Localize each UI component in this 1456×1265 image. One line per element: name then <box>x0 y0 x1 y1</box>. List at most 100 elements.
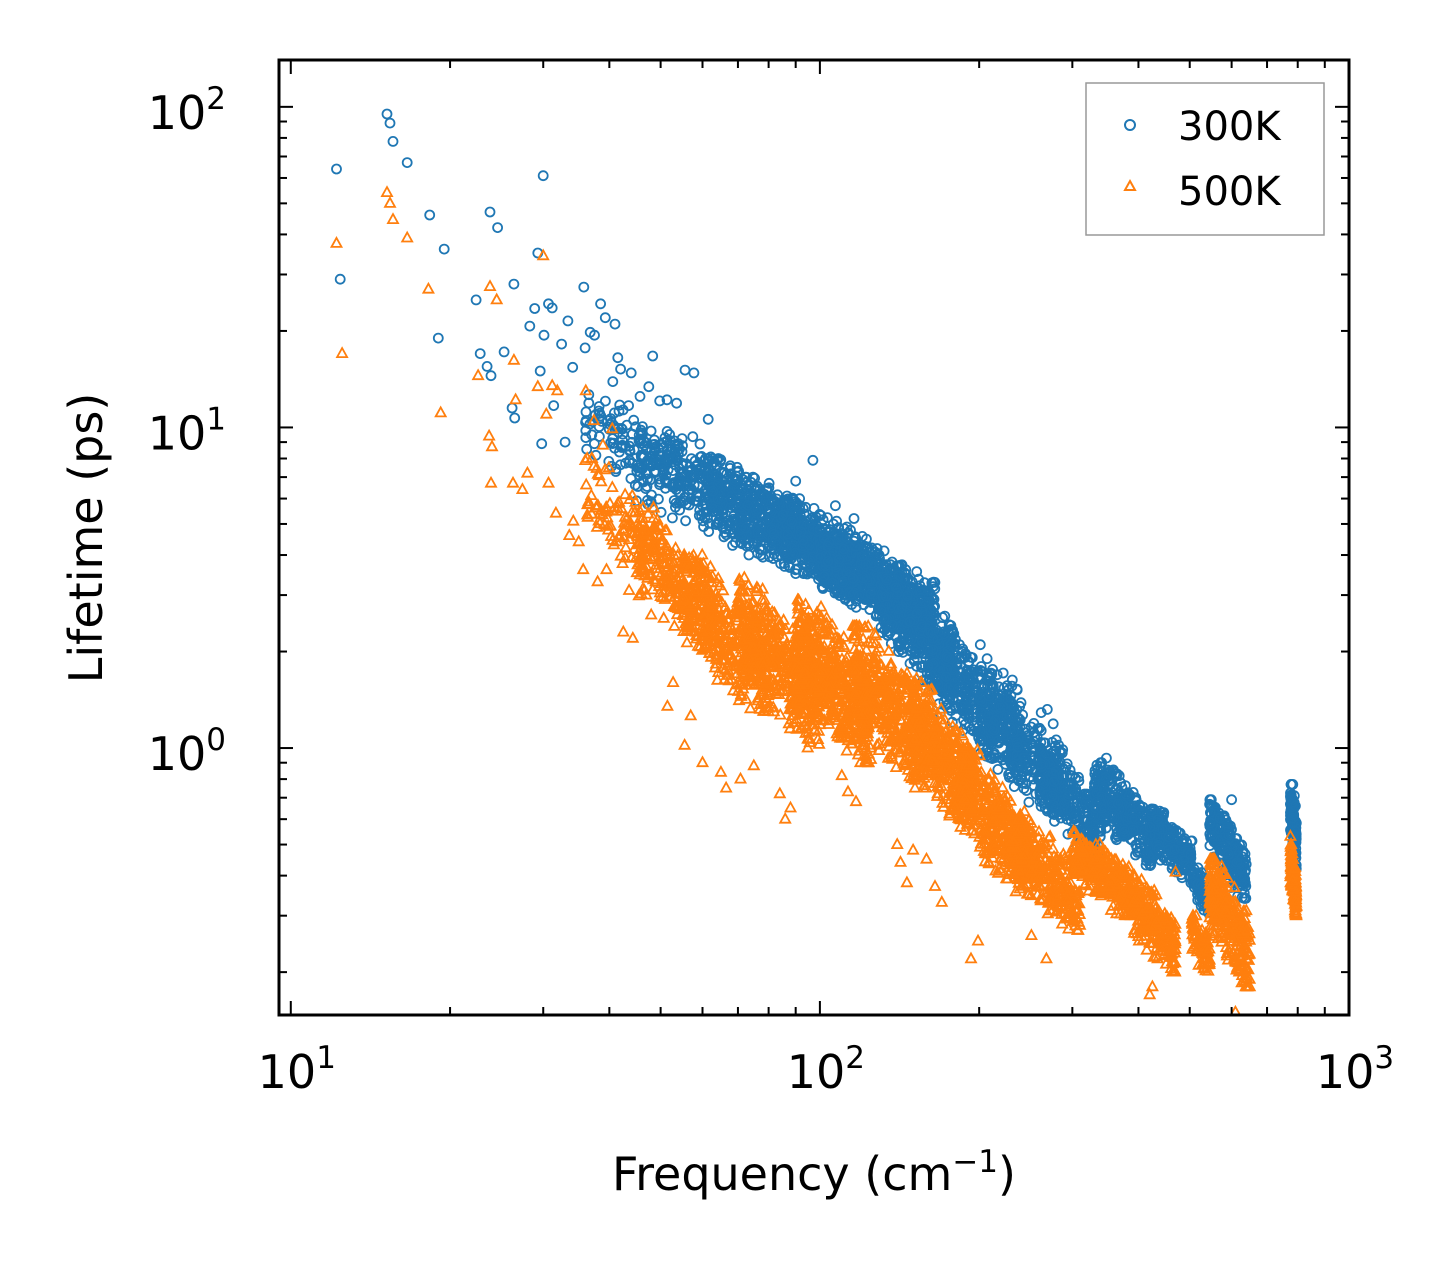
point-300k <box>728 511 739 522</box>
point-300k <box>725 494 737 506</box>
point-300k <box>892 587 904 598</box>
point-300k <box>593 421 605 433</box>
point-300k <box>615 459 626 471</box>
point-300k <box>735 501 747 513</box>
point-300k <box>713 453 724 464</box>
point-300k <box>913 573 924 585</box>
point-300k <box>777 509 789 521</box>
point-300k <box>706 470 717 482</box>
point-300k <box>742 499 754 511</box>
point-300k <box>784 548 796 560</box>
point-300k <box>782 493 794 505</box>
point-300k <box>694 438 706 450</box>
point-300k <box>902 634 914 645</box>
point-300k <box>916 606 928 617</box>
point-300k <box>617 434 628 446</box>
point-300k <box>873 557 885 569</box>
point-300k <box>646 489 657 501</box>
point-300k <box>785 500 797 512</box>
point-300k <box>757 551 769 563</box>
point-300k <box>676 468 687 480</box>
point-300k <box>712 493 724 505</box>
point-300k <box>633 462 644 474</box>
point-300k <box>891 632 903 644</box>
point-300k <box>687 431 699 443</box>
point-300k <box>831 515 842 527</box>
point-300k <box>820 550 832 561</box>
point-300k <box>817 582 829 593</box>
data-points-layer <box>329 108 1303 1015</box>
point-300k <box>833 554 845 565</box>
point-300k <box>827 577 838 589</box>
point-300k <box>664 449 676 461</box>
point-300k <box>730 470 742 482</box>
point-300k <box>916 619 927 630</box>
point-300k <box>768 528 780 540</box>
point-300k <box>856 550 868 562</box>
point-300k <box>929 583 941 595</box>
point-300k <box>817 514 829 526</box>
point-300k <box>911 566 923 577</box>
point-300k <box>785 523 796 535</box>
point-300k <box>890 630 901 642</box>
point-300k <box>737 484 749 496</box>
point-300k <box>743 478 755 490</box>
point-300k <box>841 532 853 543</box>
point-300k <box>728 500 739 512</box>
point-300k <box>896 567 908 579</box>
point-300k <box>927 581 939 592</box>
point-300k <box>823 537 835 548</box>
point-300k <box>641 468 653 480</box>
point-300k <box>804 514 816 526</box>
point-300k <box>832 584 844 596</box>
point-300k <box>659 432 671 444</box>
point-300k <box>879 612 890 624</box>
point-300k <box>790 564 801 576</box>
point-300k <box>790 568 802 579</box>
point-300k <box>824 524 836 535</box>
point-300k <box>654 476 666 488</box>
point-300k <box>909 648 921 660</box>
point-300k <box>866 558 877 569</box>
point-300k <box>668 477 680 488</box>
point-300k <box>589 438 600 450</box>
point-300k <box>641 481 653 492</box>
point-300k <box>911 608 923 619</box>
point-300k <box>671 452 683 464</box>
point-300k <box>878 545 890 557</box>
point-300k <box>748 489 760 501</box>
point-300k <box>791 501 803 512</box>
point-300k <box>890 582 902 594</box>
point-300k <box>901 602 913 614</box>
point-300k <box>730 522 741 534</box>
point-300k <box>847 589 859 600</box>
point-300k <box>796 554 808 566</box>
point-300k <box>904 616 916 628</box>
point-300k <box>698 455 709 467</box>
point-300k <box>768 495 780 507</box>
point-300k <box>881 575 893 586</box>
point-300k <box>770 507 781 519</box>
point-300k <box>846 599 858 610</box>
point-300k <box>700 458 712 470</box>
point-300k <box>636 450 648 462</box>
point-300k <box>729 475 740 487</box>
point-300k <box>603 423 615 435</box>
point-300k <box>641 437 652 449</box>
point-300k <box>635 427 647 439</box>
point-300k <box>893 603 905 615</box>
point-300k <box>837 576 848 588</box>
point-300k <box>853 590 865 601</box>
point-300k <box>740 522 751 534</box>
point-300k <box>616 423 628 435</box>
point-300k <box>900 597 912 608</box>
point-300k <box>804 554 816 566</box>
point-300k <box>916 636 928 648</box>
point-300k <box>786 516 798 528</box>
point-300k <box>704 518 715 529</box>
point-300k <box>838 543 850 555</box>
point-300k <box>673 497 685 509</box>
point-300k <box>660 469 672 481</box>
point-300k <box>847 572 859 584</box>
